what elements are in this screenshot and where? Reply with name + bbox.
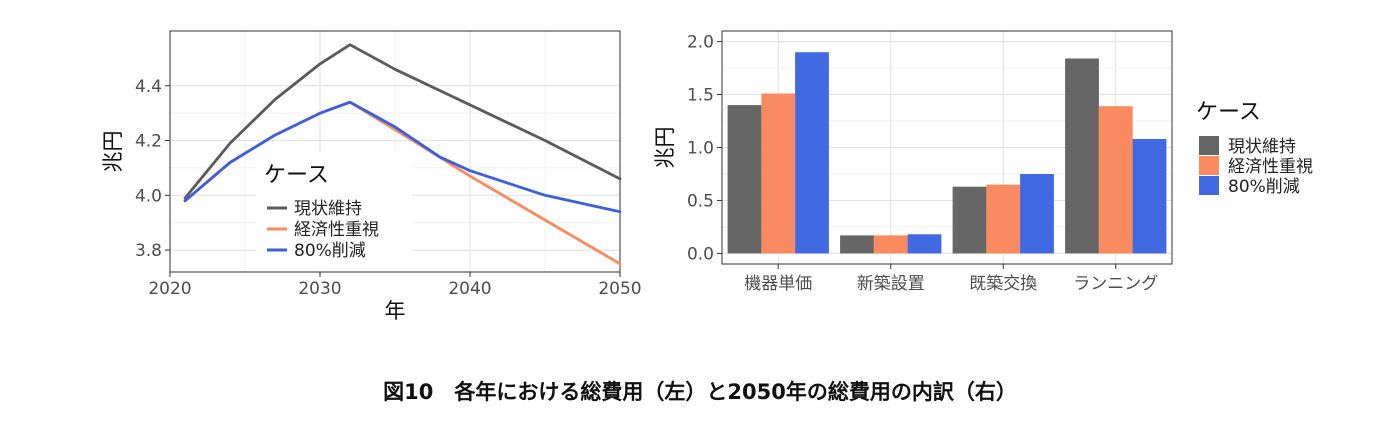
bar-panel-border <box>721 30 1173 265</box>
bar-x-tick-label: 機器単価 <box>744 274 812 294</box>
line-legend-title: ケース <box>264 163 329 188</box>
bar-legend-key <box>1199 176 1219 195</box>
bar <box>1098 106 1133 254</box>
line-y-tick-label: 4.4 <box>135 77 162 97</box>
bar-legend-key <box>1199 156 1219 175</box>
bar <box>952 186 987 254</box>
bar <box>795 52 829 254</box>
bar-legend-label: 経済性重視 <box>1228 157 1313 177</box>
bar-y-tick-label: 1.5 <box>687 86 714 106</box>
bar-y-tick-label: 0.5 <box>687 191 714 211</box>
line-series <box>183 100 622 214</box>
bar <box>986 184 1021 254</box>
line-panel-border <box>169 30 621 273</box>
bar-y-axis-title: 兆円 <box>653 127 677 169</box>
bar-legend-key <box>1199 136 1219 155</box>
bar <box>873 235 908 254</box>
line-y-tick-label: 3.8 <box>135 241 162 261</box>
bar <box>727 105 762 254</box>
line-y-axis-title: 兆円 <box>101 131 125 173</box>
line-y-tick-label: 4.2 <box>135 132 162 152</box>
bar-legend-label: 現状維持 <box>1228 137 1296 157</box>
bar <box>1132 139 1167 254</box>
line-x-tick-label: 2030 <box>298 279 341 299</box>
bar-x-tick-label: 新築設置 <box>857 274 925 294</box>
line-legend-label: 80%削減 <box>294 241 366 261</box>
bar-legend-title: ケース <box>1196 100 1261 125</box>
bar-x-tick-label: 既築交換 <box>969 274 1037 294</box>
bar <box>907 234 942 254</box>
bar <box>1065 58 1099 254</box>
bar-y-tick-label: 1.0 <box>687 139 714 159</box>
line-x-tick-label: 2020 <box>148 279 191 299</box>
line-x-axis-title: 年 <box>385 299 406 323</box>
bar-y-tick-label: 0.0 <box>687 244 714 264</box>
line-legend-label: 現状維持 <box>294 199 362 219</box>
bar <box>840 235 874 254</box>
bar-y-tick-label: 2.0 <box>687 33 714 53</box>
line-y-tick-label: 4.0 <box>135 186 162 206</box>
bar-x-tick-label: ランニング <box>1073 274 1158 294</box>
figure-caption: 図10 各年における総費用（左）と2050年の総費用の内訳（右） <box>383 380 1017 404</box>
line-series <box>183 43 622 200</box>
bar <box>761 93 796 254</box>
bar-legend-label: 80%削減 <box>1228 177 1300 197</box>
line-x-tick-label: 2040 <box>448 279 491 299</box>
bar <box>1020 174 1054 254</box>
line-x-tick-label: 2050 <box>598 279 641 299</box>
line-legend-label: 経済性重視 <box>294 220 379 240</box>
